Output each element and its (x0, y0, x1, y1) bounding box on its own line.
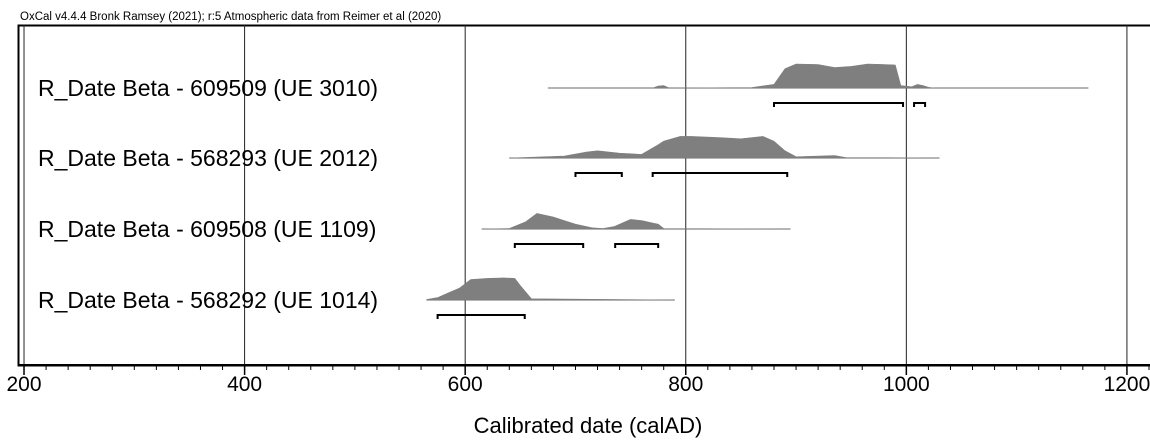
grid-lines (23, 25, 1128, 365)
plot-header: OxCal v4.4.4 Bronk Ramsey (2021); r:5 At… (20, 11, 441, 23)
probability-distribution (547, 63, 1089, 89)
probability-distribution (481, 213, 791, 230)
x-axis-title: Calibrated date (calAD) (474, 413, 703, 438)
series-label: R_Date Beta - 609508 (UE 1109) (38, 216, 376, 242)
range-bracket (651, 172, 789, 177)
x-axis: 200 400 600 800 1000 1200 (6, 364, 1150, 396)
range-bracket (513, 243, 585, 248)
series-label: R_Date Beta - 609509 (UE 3010) (38, 75, 378, 101)
range-bracket (614, 243, 660, 248)
probability-distribution (509, 136, 940, 159)
tick-label: 1000 (883, 373, 930, 396)
distribution-row: R_Date Beta - 568292 (UE 1014) (38, 277, 675, 319)
tick-label: 400 (227, 373, 262, 396)
tick-label: 600 (448, 373, 483, 396)
series-label: R_Date Beta - 568293 (UE 2012) (38, 145, 378, 171)
series-label: R_Date Beta - 568292 (UE 1014) (38, 287, 378, 313)
range-bracket (772, 102, 905, 107)
distribution-series: R_Date Beta - 609509 (UE 3010) R_Date Bet… (38, 63, 1089, 319)
tick-label: 800 (668, 373, 703, 396)
distribution-row: R_Date Beta - 609508 (UE 1109) (38, 213, 791, 248)
distribution-row: R_Date Beta - 568293 (UE 2012) (38, 136, 940, 177)
range-bracket (574, 172, 623, 177)
tick-label: 200 (6, 373, 41, 396)
range-bracket (913, 102, 927, 107)
probability-distribution (426, 277, 675, 301)
distribution-row: R_Date Beta - 609509 (UE 3010) (38, 63, 1089, 107)
range-bracket (436, 314, 526, 319)
tick-label: 1200 (1104, 373, 1150, 396)
plot-frame (17, 24, 1150, 367)
